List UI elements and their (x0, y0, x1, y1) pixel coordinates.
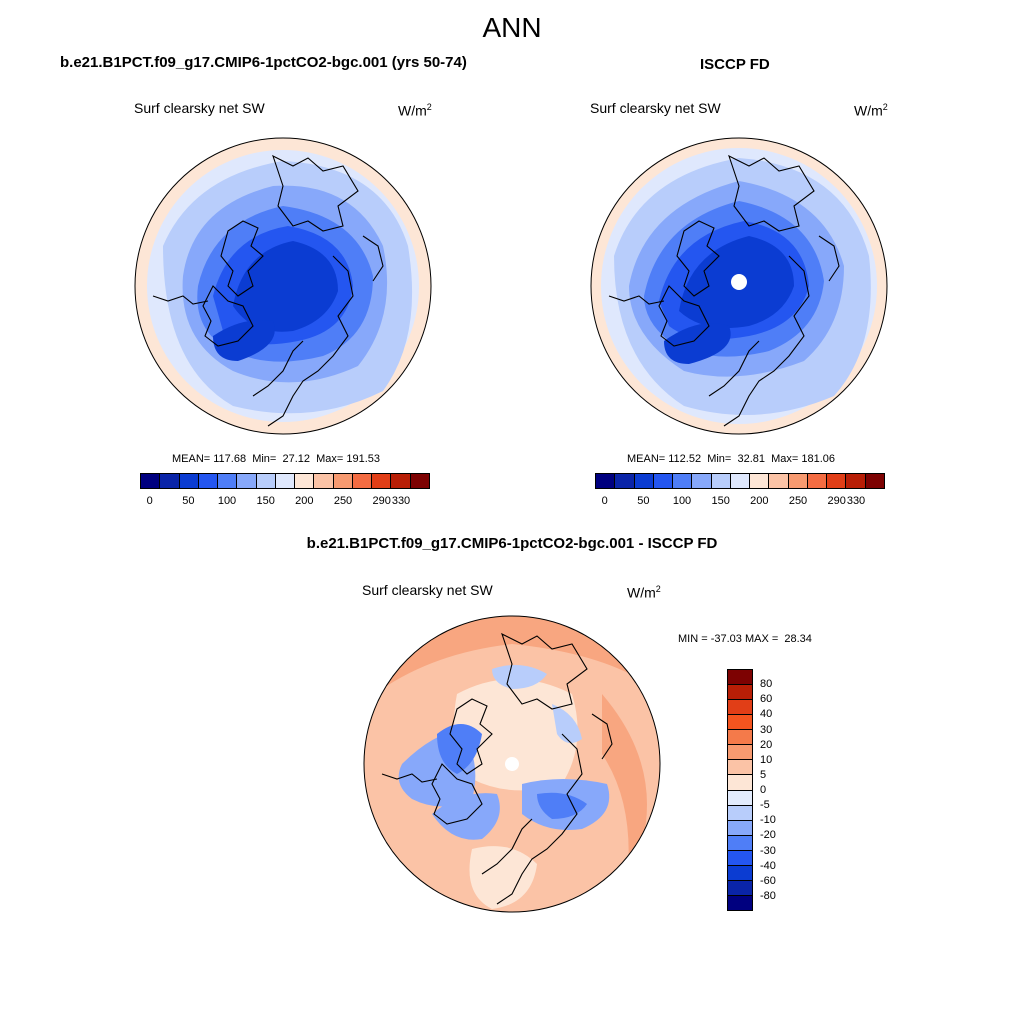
colorbar-tick-label: -20 (760, 829, 776, 842)
colorbar-swatch (728, 850, 752, 866)
panel3-variable-label: Surf clearsky net SW (362, 582, 493, 598)
colorbar-tick-label: 50 (637, 495, 650, 507)
colorbar-swatch (728, 700, 752, 716)
colorbar-tick-label: 0 (760, 784, 767, 796)
colorbar-swatch (750, 474, 770, 488)
panel1-title: b.e21.B1PCT.f09_g17.CMIP6-1pctCO2-bgc.00… (60, 54, 467, 71)
colorbar-tick-label: 200 (295, 495, 314, 507)
colorbar-tick-label: 200 (750, 495, 769, 507)
colorbar-tick-label: -60 (760, 874, 776, 887)
panel3-colorbar (727, 669, 753, 911)
colorbar-swatch (596, 474, 616, 488)
colorbar-swatch (160, 474, 180, 488)
colorbar-swatch (410, 474, 429, 488)
panel1-units: W/m2 (398, 102, 432, 119)
colorbar-swatch (728, 775, 752, 791)
colorbar-swatch (391, 474, 411, 488)
colorbar-swatch (372, 474, 392, 488)
colorbar-swatch (728, 805, 752, 821)
panel3-units: W/m2 (627, 584, 661, 601)
panel3-stats: MIN = -37.03 MAX = 28.34 (678, 633, 812, 645)
panel3-polar-map (363, 615, 661, 913)
colorbar-tick-label: 40 (760, 708, 773, 721)
panel2-stats: MEAN= 112.52 Min= 32.81 Max= 181.06 (627, 453, 836, 465)
colorbar-swatch (728, 745, 752, 761)
colorbar-tick-label: 330 (391, 495, 411, 507)
colorbar-swatch (634, 474, 654, 488)
colorbar-tick-label: 330 (846, 495, 866, 507)
colorbar-swatch (728, 865, 752, 881)
colorbar-tick-label: 0 (601, 495, 608, 507)
colorbar-swatch (769, 474, 789, 488)
colorbar-swatch (314, 474, 334, 488)
colorbar-swatch (728, 790, 752, 806)
panel2-units: W/m2 (854, 102, 888, 119)
colorbar-swatch (295, 474, 315, 488)
panel2-polar-map (590, 137, 888, 435)
colorbar-swatch (141, 474, 161, 488)
colorbar-swatch (728, 715, 752, 731)
panel3-title: b.e21.B1PCT.f09_g17.CMIP6-1pctCO2-bgc.00… (306, 535, 718, 552)
colorbar-tick-label: 100 (217, 495, 237, 507)
colorbar-swatch (198, 474, 219, 488)
colorbar-tick-label: -5 (760, 799, 770, 812)
colorbar-swatch (615, 474, 635, 488)
panel1-variable-label: Surf clearsky net SW (134, 100, 265, 116)
colorbar-swatch (692, 474, 712, 488)
colorbar-tick-label: 290 (827, 495, 846, 507)
panel2-variable-label: Surf clearsky net SW (590, 100, 721, 116)
colorbar-tick-label: 150 (256, 495, 275, 507)
colorbar-swatch (728, 730, 752, 746)
colorbar-tick-label: 60 (760, 693, 773, 706)
colorbar-tick-label: 290 (372, 495, 391, 507)
colorbar-swatch (827, 474, 847, 488)
colorbar-tick-label: -80 (760, 889, 776, 902)
colorbar-swatch (179, 474, 199, 488)
colorbar-tick-label: 5 (760, 768, 767, 781)
panel2-colorbar (595, 473, 885, 489)
colorbar-swatch (333, 474, 353, 488)
colorbar-tick-label: 0 (146, 495, 153, 507)
colorbar-swatch (218, 474, 238, 488)
panel1-stats: MEAN= 117.68 Min= 27.12 Max= 191.53 (172, 453, 381, 465)
colorbar-swatch (846, 474, 866, 488)
colorbar-swatch (256, 474, 276, 488)
colorbar-tick-label: -30 (760, 844, 776, 857)
colorbar-tick-label: -40 (760, 859, 776, 872)
colorbar-swatch (728, 880, 752, 896)
colorbar-tick-label: 100 (672, 495, 692, 507)
colorbar-tick-label: 250 (788, 495, 808, 507)
colorbar-swatch (865, 474, 884, 488)
colorbar-swatch (730, 474, 751, 488)
colorbar-swatch (728, 670, 752, 686)
colorbar-swatch (711, 474, 731, 488)
panel1-polar-map (134, 137, 432, 435)
colorbar-swatch (275, 474, 296, 488)
colorbar-tick-label: 250 (333, 495, 353, 507)
colorbar-tick-label: 10 (760, 753, 773, 766)
colorbar-swatch (673, 474, 693, 488)
colorbar-tick-label: -10 (760, 814, 776, 827)
colorbar-swatch (728, 895, 752, 910)
panel2-title: ISCCP FD (700, 56, 770, 73)
colorbar-swatch (807, 474, 828, 488)
colorbar-swatch (728, 685, 752, 701)
colorbar-tick-label: 20 (760, 738, 773, 751)
colorbar-swatch (788, 474, 808, 488)
colorbar-swatch (237, 474, 257, 488)
colorbar-swatch (728, 820, 752, 836)
colorbar-tick-label: 50 (182, 495, 195, 507)
colorbar-swatch (352, 474, 373, 488)
colorbar-swatch (653, 474, 674, 488)
figure-title: ANN (482, 12, 542, 43)
colorbar-tick-label: 150 (711, 495, 730, 507)
colorbar-swatch (728, 760, 752, 776)
colorbar-swatch (728, 835, 752, 851)
panel1-colorbar (140, 473, 430, 489)
colorbar-tick-label: 80 (760, 678, 773, 691)
colorbar-tick-label: 30 (760, 723, 773, 736)
